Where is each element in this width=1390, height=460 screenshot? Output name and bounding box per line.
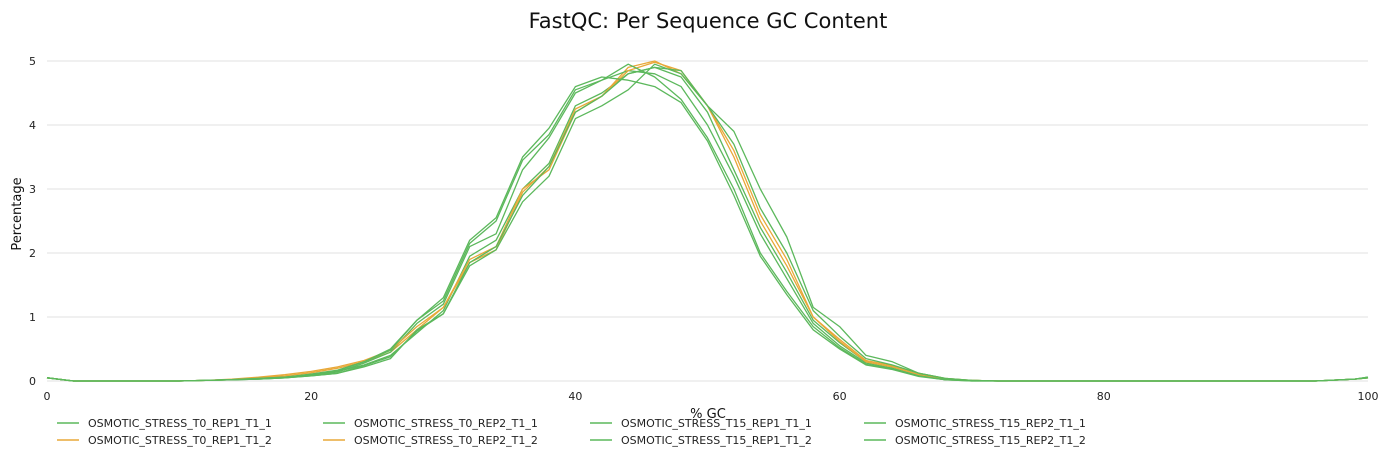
legend-label: OSMOTIC_STRESS_T0_REP1_T1_2: [88, 434, 272, 447]
legend-item[interactable]: OSMOTIC_STRESS_T0_REP2_T1_2: [323, 434, 538, 447]
y-tick-label: 0: [29, 375, 36, 388]
x-axis-ticks: 0 20 40 60 80 100: [44, 390, 1379, 403]
legend-label: OSMOTIC_STRESS_T15_REP2_T1_2: [895, 434, 1086, 447]
legend-label: OSMOTIC_STRESS_T15_REP1_T1_1: [621, 417, 812, 430]
x-tick-label: 100: [1358, 390, 1379, 403]
legend-item[interactable]: OSMOTIC_STRESS_T0_REP1_T1_1: [57, 417, 272, 430]
y-tick-label: 4: [29, 119, 36, 132]
y-axis-ticks: 0 1 2 3 4 5: [29, 55, 36, 388]
series-line-2: [46, 60, 1369, 382]
series-line-3: [46, 69, 1369, 382]
series-line-1: [46, 66, 1369, 382]
legend-item[interactable]: OSMOTIC_STRESS_T15_REP2_T1_1: [864, 417, 1086, 430]
legend-item[interactable]: OSMOTIC_STRESS_T15_REP2_T1_2: [864, 434, 1086, 447]
legend-item[interactable]: OSMOTIC_STRESS_T0_REP2_T1_1: [323, 417, 538, 430]
legend-label: OSMOTIC_STRESS_T15_REP2_T1_1: [895, 417, 1086, 430]
x-axis-label: % GC: [690, 407, 726, 422]
grid-layer: [47, 60, 1368, 382]
legend-label: OSMOTIC_STRESS_T0_REP1_T1_1: [88, 417, 272, 430]
x-tick-label: 0: [44, 390, 51, 403]
series-line-4: [46, 61, 1369, 382]
legend-label: OSMOTIC_STRESS_T15_REP1_T1_2: [621, 434, 812, 447]
legend-item[interactable]: OSMOTIC_STRESS_T15_REP1_T1_2: [590, 434, 812, 447]
legend-item[interactable]: OSMOTIC_STRESS_T0_REP1_T1_2: [57, 434, 272, 447]
x-tick-label: 20: [304, 390, 318, 403]
y-tick-label: 3: [29, 183, 36, 196]
y-axis-label: Percentage: [10, 177, 25, 250]
series-layer: [46, 60, 1369, 382]
legend-label: OSMOTIC_STRESS_T0_REP2_T1_1: [354, 417, 538, 430]
y-tick-label: 1: [29, 311, 36, 324]
legend-item[interactable]: OSMOTIC_STRESS_T15_REP1_T1_1: [590, 417, 812, 430]
series-line-6: [46, 76, 1369, 382]
x-tick-label: 60: [833, 390, 847, 403]
x-tick-label: 80: [1097, 390, 1111, 403]
y-tick-label: 2: [29, 247, 36, 260]
y-tick-label: 5: [29, 55, 36, 68]
legend: OSMOTIC_STRESS_T0_REP1_T1_1 OSMOTIC_STRES…: [57, 417, 1086, 447]
x-tick-label: 40: [568, 390, 582, 403]
series-line-8: [46, 66, 1369, 382]
legend-label: OSMOTIC_STRESS_T0_REP2_T1_2: [354, 434, 538, 447]
chart-title: FastQC: Per Sequence GC Content: [529, 9, 888, 33]
